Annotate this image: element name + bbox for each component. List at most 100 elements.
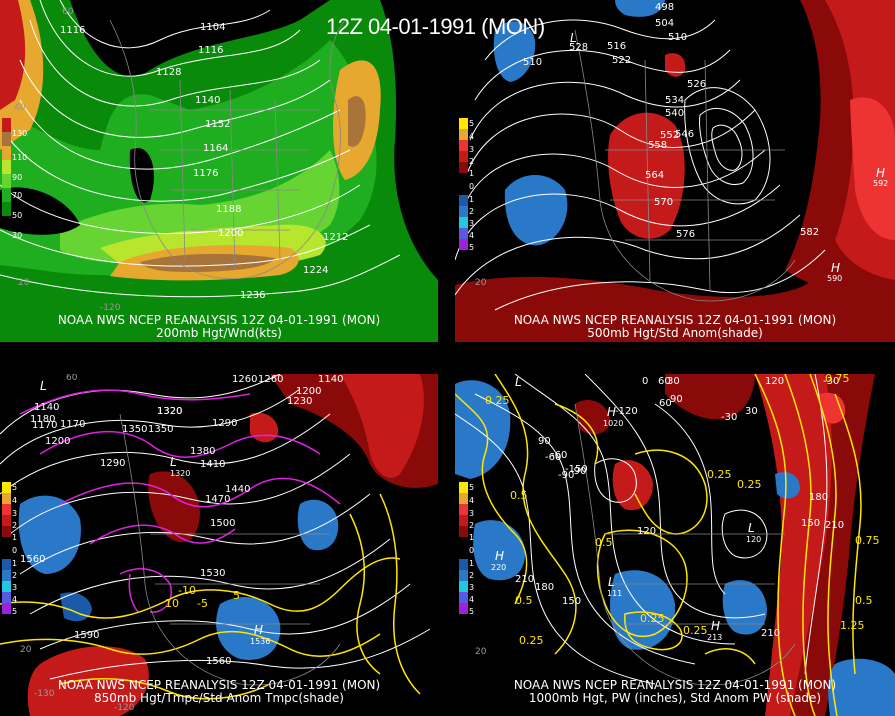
temperature-contours-warm (0, 493, 421, 700)
low-marker: L (748, 521, 755, 535)
contour-label: 1104 (200, 22, 225, 33)
contour-label: 210 (515, 574, 534, 585)
panel-separator (0, 342, 895, 374)
contour-label: 552 (660, 130, 679, 141)
contour-labels: 1140 1180 1170 1200 1260 1290 1320 1350 … (20, 374, 343, 667)
grid-label: -120 (114, 703, 135, 713)
pw-contours (455, 374, 862, 716)
legend-label: 3 (469, 583, 474, 592)
contour-label: 564 (645, 170, 664, 181)
credit-product: 1000mb Hgt, PW (inches), Std Anom PW (sh… (528, 691, 822, 705)
legend-label: 3 (12, 509, 17, 518)
contour-label: 1200 (45, 436, 70, 447)
contour-label: 60 (658, 376, 671, 387)
contour-label: 1224 (303, 265, 328, 276)
grid-label: 20 (475, 647, 487, 657)
grid-label: 60 (62, 7, 74, 17)
grid-label: -120 (100, 303, 121, 313)
legend-label: 1 (469, 533, 474, 542)
contour-label: 1200 (218, 228, 243, 239)
grid-labels: 60 40 20 -120 (14, 7, 121, 313)
contour-label: 528 (569, 42, 588, 53)
legend-label: 0 (469, 546, 474, 555)
pw-label: 0.25 (640, 612, 665, 625)
contour-label: 1500 (210, 518, 235, 529)
high-marker: H (711, 619, 720, 633)
anom-blue-west (504, 175, 568, 246)
contour-label: -150 (565, 464, 588, 475)
contour-label: -60 (551, 450, 567, 461)
contour-label: 516 (607, 41, 626, 52)
pressure-centers: L H 220 L 111 H 213 L 120 H 1020 (491, 375, 761, 642)
anomaly-legend: 5 4 3 2 1 0 1 2 3 4 5 (459, 118, 474, 252)
anom-red-east-small (250, 412, 279, 443)
contour-label: -60 (545, 452, 561, 463)
legend-label: 2 (469, 207, 474, 216)
low-marker: L (570, 31, 577, 45)
legend-label: 70 (12, 191, 22, 200)
anom-red-east-band (755, 374, 841, 716)
legend-label: 4 (12, 496, 17, 505)
contour-label: 546 (675, 129, 694, 140)
legend-label: 5 (12, 483, 17, 492)
pw-label: 0.5 (855, 594, 873, 607)
contour-label: 540 (665, 108, 684, 119)
contour-label: 498 (655, 2, 674, 13)
contour-label: 1164 (203, 143, 228, 154)
contour-label: 1410 (200, 459, 225, 470)
contour-label: 1128 (156, 67, 181, 78)
credit-product: 200mb Hgt/Wnd(kts) (156, 326, 282, 340)
height-contours (455, 374, 828, 685)
grid-label: 60 (66, 374, 78, 383)
contour-label: -90 (558, 470, 574, 481)
pw-label: 0.75 (855, 534, 880, 547)
contour-label: 210 (761, 628, 780, 639)
legend-label: 4 (12, 595, 17, 604)
low-marker: L (608, 575, 615, 589)
anom-red-south (455, 230, 895, 342)
legend-label: 5 (469, 243, 474, 252)
contour-label: 0 (642, 376, 648, 387)
contour-label: 150 (562, 596, 581, 607)
contour-label: 1152 (205, 119, 230, 130)
contour-label: -120 (615, 406, 638, 417)
contour-label: 1188 (216, 204, 241, 215)
wind-legend: 130 110 90 70 50 30 (2, 118, 27, 240)
grid-label: 40 (14, 103, 26, 113)
height-contours (0, 0, 401, 298)
calm-region-3 (380, 0, 438, 280)
credit-source: NOAA NWS NCEP REANALYSIS 12Z 04-01-1991 … (513, 313, 837, 327)
map-200mb: 130 110 90 70 50 30 1116 1104 1116 1128 … (0, 0, 438, 342)
contour-label: 1320 (157, 406, 182, 417)
contour-label: 1236 (240, 290, 265, 301)
contour-label: 582 (800, 227, 819, 238)
anom-red-central (148, 471, 200, 543)
anom-red-small (665, 53, 686, 77)
low-marker: L (170, 455, 177, 469)
height-contours (455, 19, 826, 311)
contour-labels: 498 504 510 516 522 526 534 540 546 552 … (523, 2, 819, 240)
legend-label: 110 (12, 153, 27, 162)
contour-label: 120 (637, 526, 656, 537)
contour-label: 30 (667, 376, 680, 387)
contour-label: 90 (670, 394, 683, 405)
low-marker: L (40, 379, 47, 393)
panel-credit: NOAA NWS NCEP REANALYSIS 12Z 04-01-1991 … (0, 314, 438, 340)
grid-label: -130 (34, 689, 55, 699)
pw-labels: 0.25 0.5 0.25 0.25 0.75 0.5 0.25 0.25 0.… (485, 374, 880, 647)
grid-label: 20 (475, 278, 487, 288)
high-value: 590 (827, 274, 842, 283)
contour-label: 1260 (232, 374, 257, 385)
temperature-labels: -10 -5 10 5 (165, 584, 240, 610)
contour-label: 30 (745, 406, 758, 417)
temp-label: 5 (233, 589, 240, 602)
pw-label: 0.5 (510, 489, 528, 502)
anom-blue-north (493, 21, 536, 82)
contour-label: 210 (825, 520, 844, 531)
height-contours (0, 374, 431, 680)
map-1000mb: 5 4 3 2 1 0 1 2 3 4 5 0 30 60 90 120 150… (455, 374, 895, 716)
contour-label: 60 (659, 398, 672, 409)
contour-label: 526 (687, 79, 706, 90)
legend-label: 5 (469, 119, 474, 128)
contour-label: 504 (655, 18, 674, 29)
